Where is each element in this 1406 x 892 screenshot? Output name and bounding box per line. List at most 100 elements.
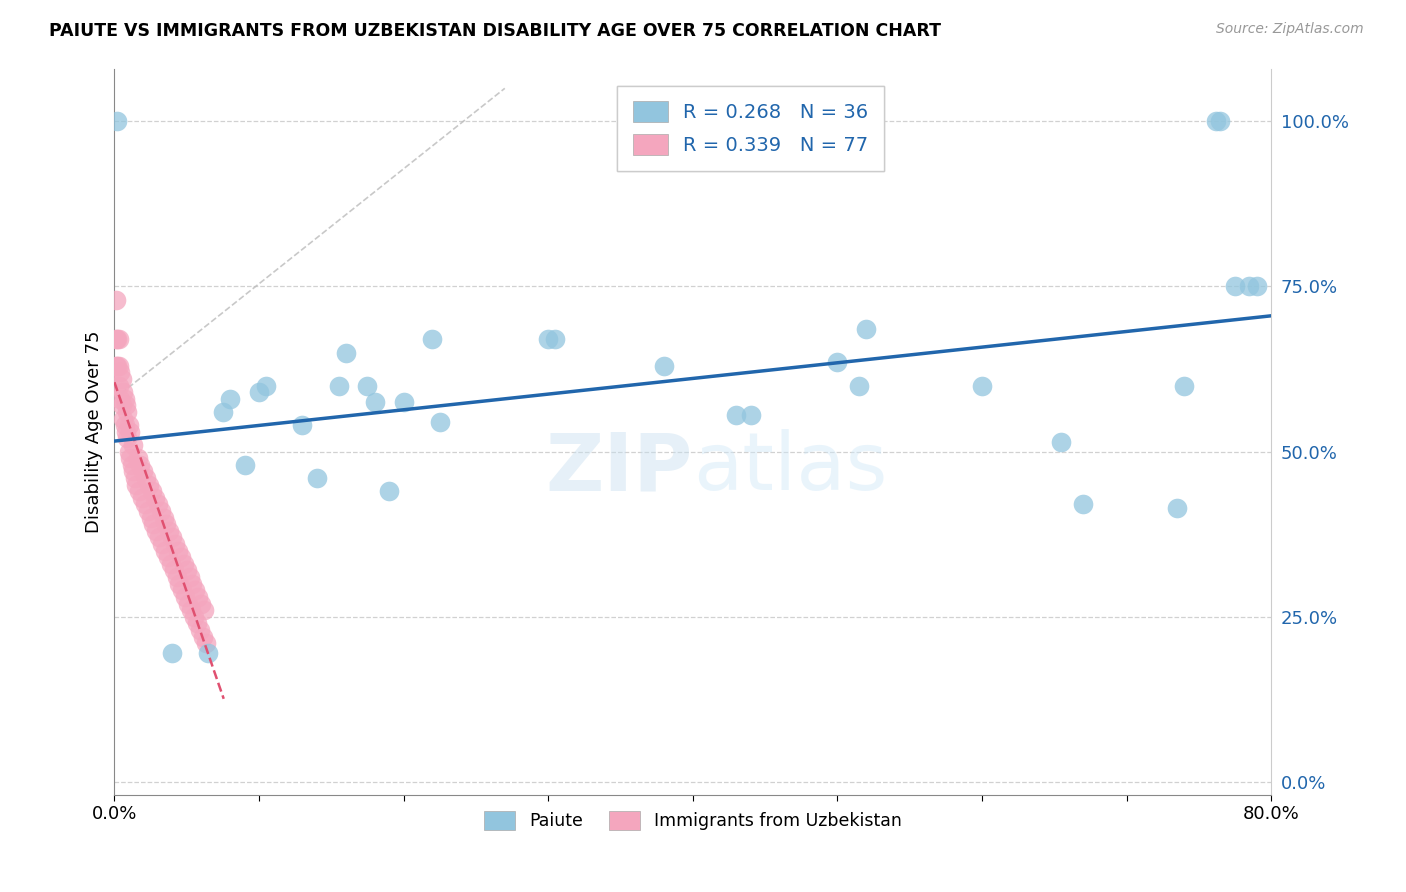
Point (187, 590, 209, 604)
Point (169, 576, 191, 591)
Point (132, 464, 155, 478)
Point (233, 458, 256, 472)
Point (152, 510, 174, 524)
Point (107, 332, 129, 346)
Point (138, 477, 160, 491)
Point (328, 378, 350, 392)
Point (219, 392, 242, 406)
Point (173, 557, 195, 571)
Point (172, 583, 194, 598)
Point (148, 531, 170, 545)
Point (184, 583, 207, 598)
Point (122, 438, 145, 452)
Point (191, 630, 214, 644)
Point (1209, 114, 1232, 128)
Point (125, 477, 148, 491)
Legend: R = 0.268   N = 36, R = 0.339   N = 77: R = 0.268 N = 36, R = 0.339 N = 77 (617, 86, 884, 170)
Point (378, 484, 401, 499)
Point (141, 484, 163, 499)
Point (150, 537, 173, 551)
Point (134, 498, 156, 512)
Point (120, 451, 142, 466)
Point (156, 550, 179, 565)
Point (131, 491, 153, 505)
Point (194, 636, 217, 650)
Point (114, 418, 136, 433)
Point (112, 411, 135, 425)
Point (135, 471, 157, 485)
Text: ZIP: ZIP (546, 429, 693, 508)
Point (139, 510, 162, 524)
Point (335, 345, 357, 359)
Point (111, 398, 134, 412)
Point (848, 378, 870, 392)
Point (181, 576, 204, 591)
Point (166, 570, 188, 584)
Point (108, 365, 131, 379)
Point (127, 451, 149, 466)
Point (254, 378, 277, 392)
Point (363, 395, 385, 409)
Point (145, 524, 167, 538)
Point (120, 425, 142, 439)
Point (170, 550, 193, 565)
Point (108, 392, 131, 406)
Point (124, 471, 146, 485)
Point (177, 597, 200, 611)
Point (183, 609, 205, 624)
Point (305, 471, 328, 485)
Point (104, 359, 127, 373)
Point (118, 444, 141, 458)
Point (114, 392, 136, 406)
Point (149, 504, 172, 518)
Point (1173, 378, 1195, 392)
Point (153, 543, 176, 558)
Point (186, 616, 208, 631)
Point (855, 322, 877, 336)
Point (1223, 279, 1246, 293)
Point (159, 557, 181, 571)
Text: Source: ZipAtlas.com: Source: ZipAtlas.com (1216, 22, 1364, 37)
Point (121, 458, 143, 472)
Point (107, 378, 129, 392)
Point (146, 498, 169, 512)
Point (180, 603, 202, 617)
Point (1205, 114, 1227, 128)
Point (197, 646, 219, 660)
Point (188, 623, 211, 637)
Point (107, 359, 129, 373)
Point (104, 332, 127, 346)
Text: atlas: atlas (693, 429, 887, 508)
Point (117, 405, 139, 419)
Point (118, 418, 141, 433)
Point (112, 385, 135, 400)
Point (105, 332, 128, 346)
Point (117, 431, 139, 445)
Point (143, 491, 166, 505)
Point (356, 378, 378, 392)
Point (142, 517, 165, 532)
Point (176, 564, 198, 578)
Point (157, 524, 180, 538)
Point (537, 332, 560, 346)
Point (105, 114, 128, 128)
Point (291, 418, 314, 433)
Point (725, 409, 748, 423)
Point (115, 425, 138, 439)
Point (105, 359, 128, 373)
Point (652, 359, 675, 373)
Point (128, 484, 150, 499)
Point (247, 385, 270, 400)
Point (1071, 498, 1094, 512)
Point (211, 405, 233, 419)
Point (179, 570, 201, 584)
Y-axis label: Disability Age Over 75: Disability Age Over 75 (86, 331, 103, 533)
Point (162, 531, 184, 545)
Point (827, 355, 849, 369)
Point (165, 537, 187, 551)
Point (544, 332, 567, 346)
Point (190, 597, 212, 611)
Point (111, 372, 134, 386)
Point (162, 646, 184, 660)
Point (1246, 279, 1268, 293)
